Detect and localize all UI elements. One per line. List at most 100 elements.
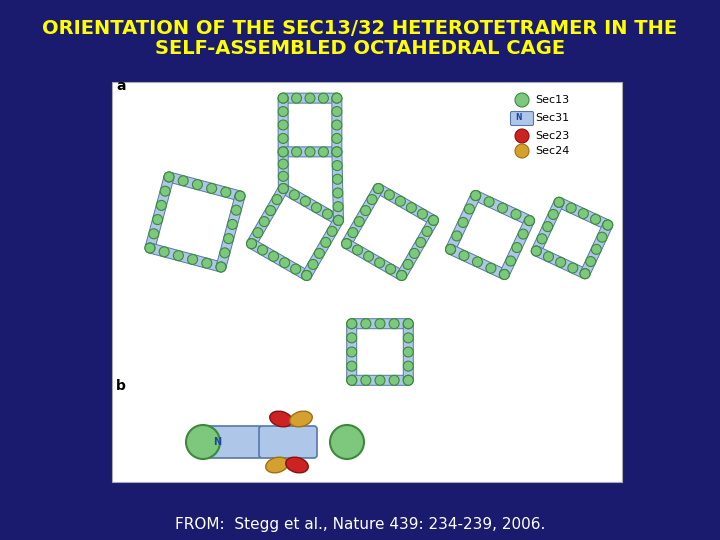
Circle shape: [403, 333, 413, 343]
Circle shape: [422, 226, 432, 237]
Circle shape: [278, 133, 288, 144]
Circle shape: [384, 190, 395, 200]
FancyBboxPatch shape: [403, 323, 413, 338]
Circle shape: [500, 269, 509, 280]
Circle shape: [333, 215, 343, 225]
FancyBboxPatch shape: [598, 223, 612, 239]
FancyBboxPatch shape: [323, 147, 337, 157]
FancyBboxPatch shape: [376, 185, 392, 199]
FancyBboxPatch shape: [500, 204, 518, 219]
FancyBboxPatch shape: [403, 338, 413, 353]
Circle shape: [403, 375, 413, 385]
Circle shape: [278, 120, 288, 130]
Circle shape: [403, 347, 413, 357]
FancyBboxPatch shape: [148, 244, 166, 256]
FancyBboxPatch shape: [332, 165, 343, 180]
FancyBboxPatch shape: [506, 246, 521, 263]
Circle shape: [515, 129, 529, 143]
FancyBboxPatch shape: [557, 198, 573, 212]
FancyBboxPatch shape: [283, 147, 297, 157]
Circle shape: [348, 228, 358, 238]
Circle shape: [246, 239, 256, 248]
Circle shape: [361, 319, 371, 329]
Circle shape: [278, 147, 288, 157]
FancyBboxPatch shape: [332, 138, 342, 152]
FancyBboxPatch shape: [420, 210, 436, 225]
Circle shape: [259, 217, 269, 227]
FancyBboxPatch shape: [278, 98, 288, 112]
FancyBboxPatch shape: [292, 191, 308, 205]
Circle shape: [459, 251, 469, 261]
Circle shape: [484, 197, 494, 207]
Circle shape: [332, 133, 342, 144]
Circle shape: [397, 271, 407, 280]
Circle shape: [395, 196, 405, 206]
Circle shape: [192, 180, 202, 190]
FancyBboxPatch shape: [510, 111, 534, 125]
Circle shape: [332, 93, 342, 103]
FancyBboxPatch shape: [266, 197, 281, 213]
FancyBboxPatch shape: [459, 207, 474, 225]
FancyBboxPatch shape: [593, 215, 610, 230]
FancyBboxPatch shape: [314, 204, 330, 218]
Circle shape: [515, 144, 529, 158]
Circle shape: [291, 264, 301, 274]
Bar: [112, 82, 622, 482]
FancyBboxPatch shape: [328, 218, 343, 234]
Circle shape: [353, 245, 363, 255]
Text: SELF-ASSEMBLED OCTAHEDRAL CAGE: SELF-ASSEMBLED OCTAHEDRAL CAGE: [155, 38, 565, 57]
Circle shape: [332, 160, 342, 171]
Circle shape: [554, 197, 564, 207]
Circle shape: [446, 245, 456, 254]
Circle shape: [279, 258, 289, 268]
Circle shape: [312, 202, 321, 213]
FancyBboxPatch shape: [332, 98, 342, 112]
FancyBboxPatch shape: [538, 225, 552, 241]
Circle shape: [292, 147, 302, 157]
Circle shape: [512, 242, 522, 253]
FancyBboxPatch shape: [344, 240, 360, 254]
Circle shape: [397, 271, 407, 280]
FancyBboxPatch shape: [489, 264, 506, 279]
Text: a: a: [116, 79, 125, 93]
Circle shape: [332, 106, 342, 117]
Circle shape: [374, 184, 383, 193]
FancyBboxPatch shape: [453, 220, 467, 238]
FancyBboxPatch shape: [254, 219, 269, 235]
Text: ORIENTATION OF THE SEC13/32 HETEROTETRAMER IN THE: ORIENTATION OF THE SEC13/32 HETEROTETRAM…: [42, 18, 678, 37]
Circle shape: [418, 209, 428, 219]
FancyBboxPatch shape: [544, 212, 557, 229]
FancyBboxPatch shape: [204, 426, 262, 458]
FancyBboxPatch shape: [559, 258, 575, 272]
Text: Sec23: Sec23: [535, 131, 570, 141]
Circle shape: [524, 215, 534, 226]
FancyBboxPatch shape: [586, 247, 600, 264]
FancyBboxPatch shape: [366, 319, 380, 329]
Circle shape: [403, 361, 413, 371]
FancyBboxPatch shape: [581, 259, 595, 276]
Circle shape: [302, 271, 312, 280]
Circle shape: [207, 184, 217, 193]
FancyBboxPatch shape: [225, 187, 241, 200]
Circle shape: [515, 93, 529, 107]
FancyBboxPatch shape: [343, 230, 357, 246]
Circle shape: [289, 190, 300, 200]
Circle shape: [471, 191, 481, 200]
FancyBboxPatch shape: [409, 204, 425, 218]
FancyBboxPatch shape: [302, 262, 317, 278]
Circle shape: [315, 248, 325, 259]
FancyBboxPatch shape: [220, 237, 233, 254]
FancyBboxPatch shape: [394, 319, 409, 329]
FancyBboxPatch shape: [196, 180, 213, 193]
Circle shape: [292, 93, 302, 103]
Circle shape: [410, 248, 419, 259]
FancyBboxPatch shape: [487, 198, 505, 212]
Circle shape: [403, 259, 413, 269]
Circle shape: [452, 231, 462, 241]
Circle shape: [367, 194, 377, 205]
Circle shape: [320, 238, 330, 247]
FancyBboxPatch shape: [145, 233, 158, 249]
Circle shape: [216, 262, 226, 272]
Circle shape: [266, 206, 276, 215]
FancyBboxPatch shape: [161, 176, 174, 192]
